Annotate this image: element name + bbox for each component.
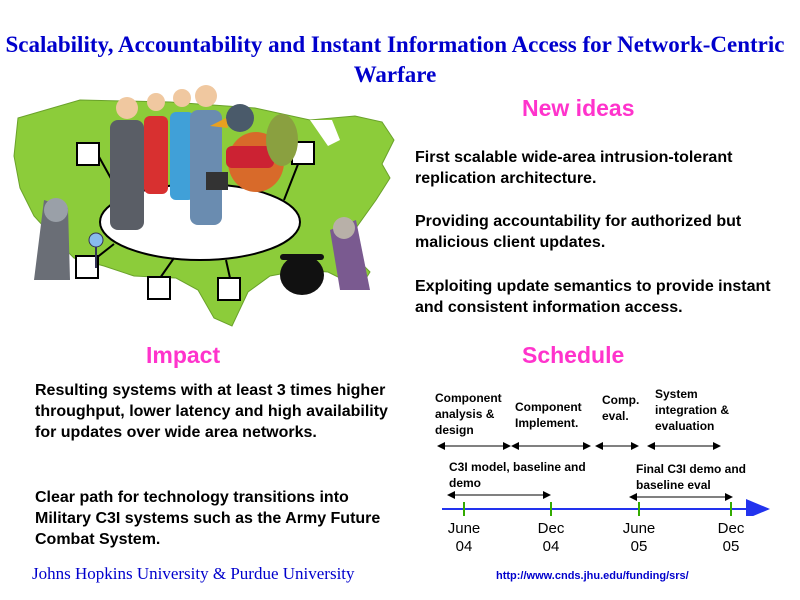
node-box bbox=[217, 277, 241, 301]
footer-institutions: Johns Hopkins University & Purdue Univer… bbox=[32, 564, 355, 583]
tick-label: June 05 bbox=[609, 520, 669, 556]
witch-right bbox=[280, 217, 370, 295]
bird-character bbox=[210, 104, 298, 192]
tick-year: 05 bbox=[722, 538, 740, 555]
milestone-label: C3I model, baseline and demo bbox=[449, 460, 586, 490]
project-url-link[interactable]: http://www.cnds.jhu.edu/funding/srs/ bbox=[496, 570, 689, 582]
tick-year: 04 bbox=[455, 538, 473, 555]
page-title: Scalability, Accountability and Instant … bbox=[5, 32, 785, 87]
people-group bbox=[110, 85, 228, 230]
new-ideas-heading: New ideas bbox=[522, 95, 635, 121]
witch-left bbox=[34, 198, 104, 280]
new-idea-item: Exploiting update semantics to provide i… bbox=[415, 278, 771, 316]
tick-month: June bbox=[622, 520, 656, 537]
node-box bbox=[75, 255, 99, 279]
impact-item: Clear path for technology transitions in… bbox=[35, 489, 381, 548]
node-box bbox=[76, 142, 100, 166]
tick-label: Dec 05 bbox=[701, 520, 761, 556]
tick-month: Dec bbox=[717, 520, 745, 537]
phase-label: Component analysis & design bbox=[435, 391, 502, 437]
tick-year: 05 bbox=[630, 538, 648, 555]
tick-label: June 04 bbox=[434, 520, 494, 556]
phase-label: System integration & evaluation bbox=[655, 387, 729, 433]
impact-item: Resulting systems with at least 3 times … bbox=[35, 382, 388, 441]
tick-month: Dec bbox=[537, 520, 565, 537]
new-idea-item: Providing accountability for authorized … bbox=[415, 213, 742, 251]
milestone-label: Final C3I demo and baseline eval bbox=[636, 462, 747, 492]
node-box bbox=[147, 276, 171, 300]
tick-month: June bbox=[447, 520, 481, 537]
new-idea-item: First scalable wide-area intrusion-toler… bbox=[415, 149, 733, 187]
network-illustration bbox=[13, 85, 395, 327]
tick-year: 04 bbox=[542, 538, 560, 555]
phase-label: Comp. eval. bbox=[602, 393, 640, 423]
tick-label: Dec 04 bbox=[521, 520, 581, 556]
schedule-heading: Schedule bbox=[522, 342, 625, 368]
phase-label: Component Implement. bbox=[515, 400, 582, 430]
schedule-timeline bbox=[437, 442, 770, 516]
impact-heading: Impact bbox=[146, 342, 221, 368]
